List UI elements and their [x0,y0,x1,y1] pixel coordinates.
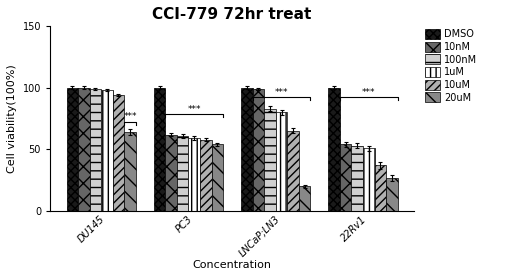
Bar [241,88,253,211]
Bar [253,89,264,211]
Bar [299,186,310,211]
Bar [287,131,299,211]
Bar [276,112,287,211]
Bar [165,135,177,211]
Text: ***: *** [362,88,375,97]
Bar [264,109,276,211]
Bar [340,145,352,211]
Bar [363,148,374,211]
Bar [211,145,223,211]
Bar [200,140,211,211]
Bar [101,90,113,211]
Bar [154,88,165,211]
Bar [386,178,398,211]
Bar [177,136,189,211]
Bar [66,88,78,211]
Bar [328,88,340,211]
Bar [189,138,200,211]
Y-axis label: Cell viability(100%): Cell viability(100%) [7,64,17,173]
Title: CCI-779 72hr treat: CCI-779 72hr treat [152,7,312,22]
Legend: DMSO, 10nM, 100nM, 1uM, 10uM, 20uM: DMSO, 10nM, 100nM, 1uM, 10uM, 20uM [423,27,479,105]
Bar [374,165,386,211]
Bar [90,89,101,211]
Text: ***: *** [275,88,288,97]
Bar [352,146,363,211]
Text: ***: *** [123,112,137,121]
X-axis label: Concentration: Concentration [193,260,271,270]
Bar [124,132,136,211]
Text: ***: *** [187,105,201,114]
Bar [78,88,90,211]
Bar [113,95,124,211]
